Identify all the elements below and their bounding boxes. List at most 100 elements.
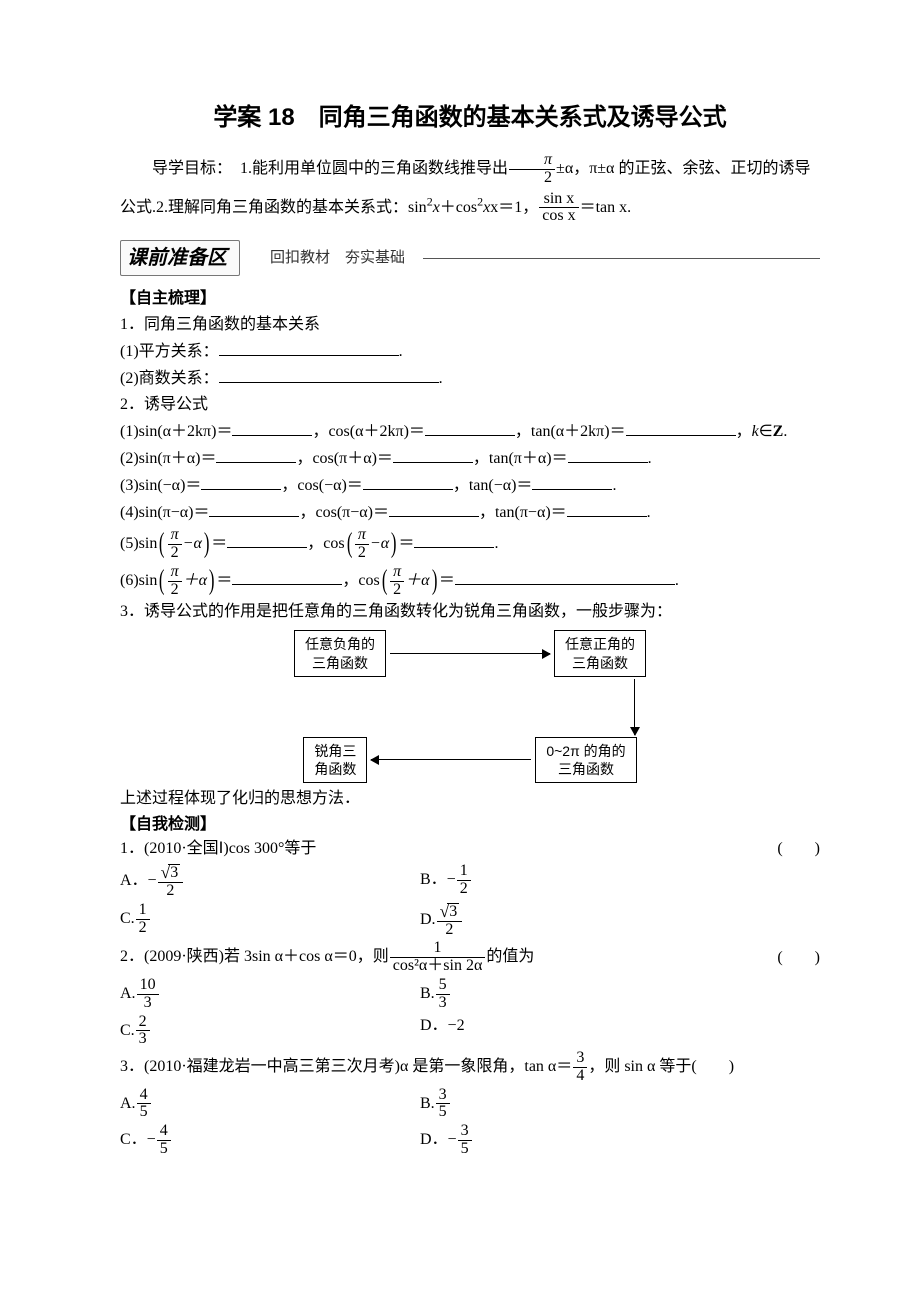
q1D: D.√32	[420, 902, 820, 939]
lead-mid: ±α，π±α 的正弦、余弦、正切的诱导	[556, 160, 810, 177]
frac: 53	[436, 977, 450, 1012]
b1a: 任意负角的	[305, 636, 375, 652]
d: 5	[436, 1104, 450, 1121]
banner-line	[423, 258, 820, 259]
r5b: ＝	[211, 535, 227, 552]
row2: (2)sin(π＋α)＝，cos(π＋α)＝，tan(π＋α)＝.	[120, 446, 820, 471]
r3b: ，cos(−α)＝	[281, 477, 362, 494]
plus-a: ＋α	[405, 572, 429, 589]
row6: (6)sin(π2＋α)＝，cos(π2＋α)＝.	[120, 564, 820, 599]
frac: √32	[158, 863, 184, 900]
frac: π2	[355, 527, 369, 562]
frac2d: cos x	[539, 208, 578, 225]
d: 3	[137, 995, 159, 1012]
page-title: 学案 18 同角三角函数的基本关系式及诱导公式	[120, 100, 820, 136]
blank	[209, 500, 299, 517]
blank	[219, 339, 399, 356]
lead2b: ＋cos	[440, 199, 477, 216]
row5: (5)sin(π2−α)＝，cos(π2−α)＝.	[120, 527, 820, 562]
q2a: 2．(2009·陕西)若 3sin α＋cos α＝0，则	[120, 948, 389, 965]
d: 2	[437, 922, 463, 939]
r6b: ＝	[216, 572, 232, 589]
r2b: ，cos(π＋α)＝	[296, 450, 392, 467]
rparen-icon: )	[204, 530, 210, 558]
n: 1	[390, 940, 486, 958]
arrow-down-icon	[634, 679, 635, 735]
s2: 2．诱导公式	[120, 393, 820, 417]
lead2a: 公式.2.理解同角三角函数的基本关系式：sin	[120, 199, 427, 216]
pre: A.	[120, 1095, 136, 1112]
frac: 35	[436, 1087, 450, 1122]
q3-opts-ab: A.45 B.35	[120, 1087, 820, 1122]
lead-para: 导学目标： 1.能利用单位圆中的三角函数线推导出π2±α，π±α 的正弦、余弦、…	[120, 152, 820, 187]
n: 1	[457, 863, 471, 881]
lead-line2: 公式.2.理解同角三角函数的基本关系式：sin2x＋cos2xx＝1，sin x…	[120, 191, 820, 226]
blank	[568, 446, 648, 463]
rparen-icon: )	[209, 567, 215, 595]
q2b: 的值为	[486, 948, 534, 965]
r1c: ，tan(α＋2kπ)＝	[515, 423, 626, 440]
q3-opts-cd: C．−45 D．−35	[120, 1123, 820, 1158]
row1: (1)sin(α＋2kπ)＝，cos(α＋2kπ)＝，tan(α＋2kπ)＝，k…	[120, 419, 820, 444]
frac: π2	[168, 564, 182, 599]
r4a: (4)sin(π−α)＝	[120, 504, 209, 521]
q1B: B．−12	[420, 863, 820, 900]
frac: 45	[137, 1087, 151, 1122]
q1C: C.12	[120, 902, 420, 939]
b4b: 三角函数	[558, 761, 614, 777]
q2C: C.23	[120, 1014, 420, 1049]
blank	[363, 473, 453, 490]
b1b: 三角函数	[312, 655, 368, 671]
d: 4	[573, 1068, 587, 1085]
pre: C.	[120, 1021, 135, 1038]
q1A: A．−√32	[120, 863, 420, 900]
s1b-label: (2)商数关系：	[120, 370, 219, 387]
d: 3	[436, 995, 450, 1012]
n: √3	[437, 902, 463, 922]
d: 2	[136, 920, 150, 937]
blank	[389, 500, 479, 517]
n: 1	[136, 902, 150, 920]
d: 2	[390, 582, 404, 599]
blank	[393, 446, 473, 463]
d: 5	[458, 1141, 472, 1158]
q2B: B.53	[420, 977, 820, 1012]
r2c: ，tan(π＋α)＝	[473, 450, 568, 467]
r2d: .	[648, 450, 652, 467]
r5a: (5)sin	[120, 535, 157, 552]
s1: 1．同角三角函数的基本关系	[120, 313, 820, 337]
blank	[626, 419, 736, 436]
pre: B.	[420, 985, 435, 1002]
d: 5	[137, 1104, 151, 1121]
minus-a: −α	[370, 535, 389, 552]
r1d: ，k∈Z.	[736, 423, 788, 440]
frac: 45	[157, 1123, 171, 1158]
frac: 35	[458, 1123, 472, 1158]
minus-a: −α	[183, 535, 202, 552]
r4c: ，tan(π−α)＝	[479, 504, 567, 521]
q2-text: 2．(2009·陕西)若 3sin α＋cos α＝0，则1cos²α＋sin …	[120, 940, 767, 975]
blank	[201, 473, 281, 490]
section-banner: 课前准备区 回扣教材 夯实基础	[120, 243, 820, 273]
b2b: 三角函数	[572, 655, 628, 671]
n: 3	[436, 1087, 450, 1105]
n: 3	[458, 1123, 472, 1141]
flow-box-4: 0~2π 的角的三角函数	[535, 737, 636, 783]
d: 3	[136, 1031, 150, 1048]
q3C: C．−45	[120, 1123, 420, 1158]
q3A: A.45	[120, 1087, 420, 1122]
s1a-end: .	[399, 343, 403, 360]
flow-note: 上述过程体现了化归的思想方法．	[120, 787, 820, 811]
blank	[232, 568, 342, 585]
answer-paren: ( )	[767, 837, 820, 861]
lparen-icon: (	[382, 567, 388, 595]
r1a: (1)sin(α＋2kπ)＝	[120, 423, 232, 440]
banner-left: 课前准备区	[120, 240, 240, 276]
lparen-icon: (	[159, 567, 165, 595]
q2D: D．−2	[420, 1014, 820, 1049]
d: cos²α＋sin 2α	[390, 958, 486, 975]
pre: D.	[420, 911, 436, 928]
r5d: ＝	[398, 535, 414, 552]
frac-pi2: π2	[509, 152, 555, 187]
blank	[216, 446, 296, 463]
